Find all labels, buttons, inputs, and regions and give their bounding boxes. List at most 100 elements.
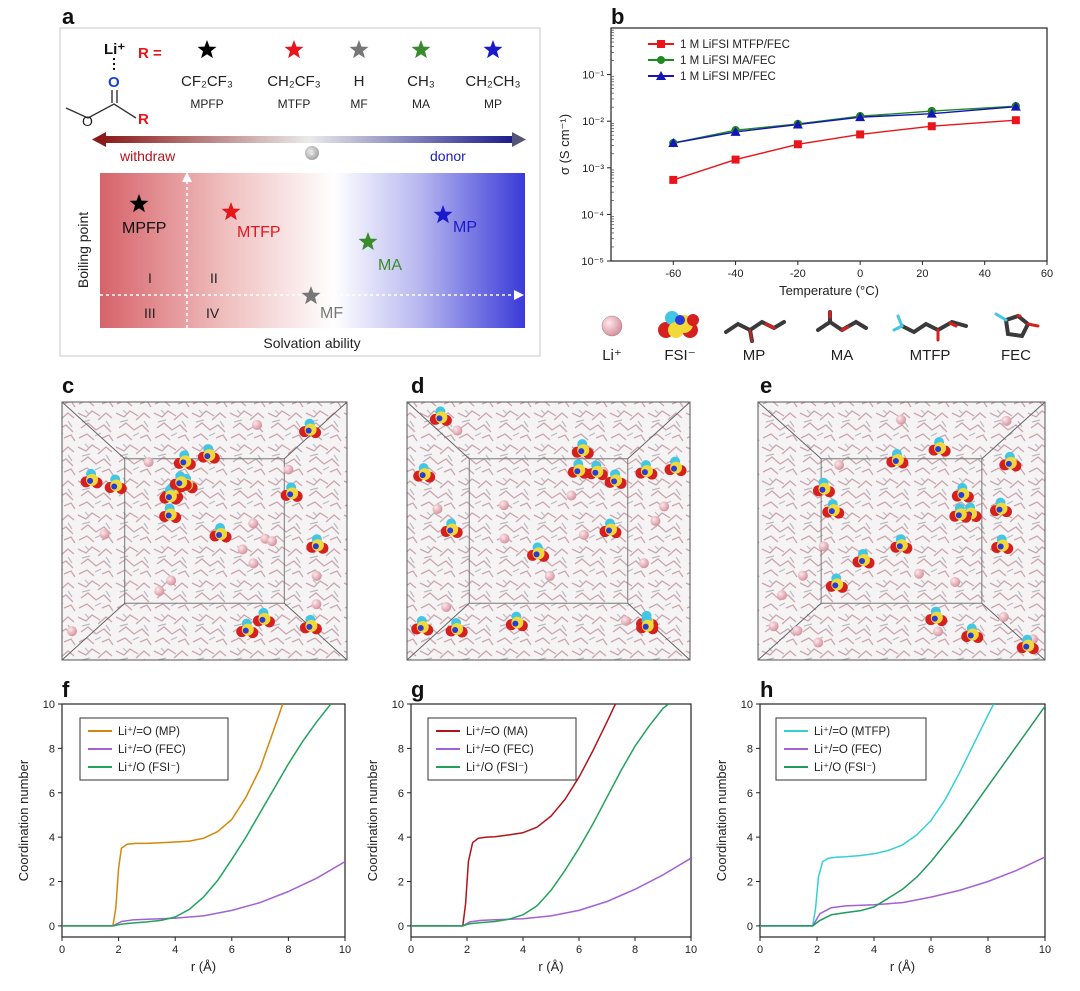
quadrant-iii: III (144, 305, 156, 321)
md-snapshot-d (406, 401, 691, 661)
series-line-li-o-mp (62, 704, 284, 927)
panel-label-g: g (411, 677, 424, 702)
r-group-label: R (138, 111, 149, 128)
fsi-cluster (169, 471, 192, 491)
x-tick-label: 2 (464, 944, 470, 956)
x-tick-label: 0 (757, 944, 763, 956)
fsi-cluster (886, 449, 909, 469)
solvent-point-mf: MF (301, 286, 343, 322)
molecule-label-mtfp: MTFP (910, 347, 951, 364)
star-icon (358, 232, 378, 251)
x-tick-label: 4 (520, 944, 526, 956)
x-tick-label: 2 (814, 944, 820, 956)
series-line-li-o-mtfp (760, 704, 995, 927)
fsi-cluster (209, 523, 232, 543)
li-ion (998, 612, 1009, 623)
legend-entry: Li⁺/=O (FEC) (118, 744, 186, 756)
ester-molecule: Li⁺ O O R (65, 41, 149, 129)
li-ion (544, 570, 555, 581)
solvent-label: MA (378, 257, 402, 274)
li-ion (499, 533, 510, 544)
x-tick-label: 4 (871, 944, 877, 956)
panel-label-h: h (760, 677, 773, 702)
fsi-cluster (961, 623, 984, 644)
star-icon (301, 286, 321, 305)
li-ion (248, 518, 259, 529)
star-icon (129, 194, 149, 213)
fsi-cluster (585, 460, 608, 481)
star-icon (221, 202, 241, 221)
x-tick-label: 2 (116, 944, 122, 956)
md-snapshot-e (757, 401, 1046, 661)
legend-entry: 1 M LiFSI MTFP/FEC (680, 39, 790, 51)
fec-molecule-icon (994, 312, 1040, 339)
series-line-1-m-lifsi-mtfp-fec (673, 119, 1016, 181)
y-axis-label: Coordination number (714, 759, 729, 881)
x-tick-label: 6 (576, 944, 582, 956)
quadrant-ii: II (210, 270, 218, 286)
legend-entry: Li⁺/=O (FEC) (814, 744, 882, 756)
series-line-li-o-ma (411, 704, 617, 927)
quadrant-iv: IV (206, 305, 220, 321)
panel-label-c: c (62, 373, 74, 398)
data-point (927, 122, 936, 131)
molecule-label-li: Li⁺ (602, 347, 622, 364)
star-icon (284, 40, 304, 59)
fsi-cluster (949, 503, 972, 523)
molecule-label-ma: MA (831, 347, 854, 364)
fsi-cluster (104, 474, 127, 494)
y-axis-label: Coordination number (16, 759, 31, 881)
fsi-cluster (280, 482, 303, 502)
r-equals: R = (138, 45, 162, 62)
substituent-name: MP (484, 97, 502, 111)
y-tick-label: 10 (741, 699, 753, 711)
fsi-cluster (825, 573, 848, 593)
li-ion (1001, 415, 1012, 426)
substituent-mtfp: CH₂CF₃ MTFP (267, 40, 321, 111)
y-tick-label: 10⁻³ (582, 163, 604, 175)
plot-frame (410, 703, 692, 938)
li-ion (566, 490, 577, 501)
y-tick-label: 0 (398, 921, 404, 933)
x-tick-label: 20 (916, 268, 928, 280)
fsi-cluster (604, 469, 627, 489)
y-tick-label: 2 (49, 877, 55, 889)
substituent-name: MPFP (190, 97, 223, 111)
li-ion (797, 570, 808, 581)
y-axis-label: Coordination number (365, 759, 380, 881)
legend-entry: 1 M LiFSI MP/FEC (680, 71, 776, 83)
star-icon (483, 40, 503, 59)
x-tick-label: -20 (790, 268, 806, 280)
md-snapshot-c (61, 401, 348, 661)
star-icon (197, 40, 217, 59)
li-ion (283, 464, 294, 475)
series-line-1-m-lifsi-ma-fec (673, 105, 1016, 144)
minus-charge-icon (305, 146, 319, 160)
solvent-label: MF (320, 305, 343, 322)
solvent-points: MPFP MTFP MA MP MF (122, 194, 477, 322)
solvent-label: MTFP (237, 224, 281, 241)
li-ion (452, 425, 463, 436)
star-icon (349, 40, 369, 59)
x-tick-label: 0 (408, 944, 414, 956)
series-line-li-o-fsi (62, 704, 332, 927)
y-tick-label: 6 (49, 788, 55, 800)
boiling-solvation-map: I II III IV MPFP MTFP MA MP MF (100, 172, 525, 328)
y-tick-label: 4 (747, 832, 753, 844)
data-point (793, 140, 802, 149)
legend-entry: Li⁺/O (FSI⁻) (118, 762, 180, 774)
fsi-cluster (299, 418, 322, 439)
y-tick-label: 10 (43, 699, 55, 711)
fsi-cluster (635, 460, 658, 480)
plot-frame (759, 703, 1046, 938)
li-ion (311, 570, 322, 581)
data-point (669, 175, 678, 184)
fsi-cluster (505, 611, 528, 632)
li-ion (813, 637, 824, 648)
li-ion (933, 626, 944, 637)
solvent-point-ma: MA (358, 232, 402, 274)
y-tick-label: 4 (49, 832, 55, 844)
x-tick-label: 40 (979, 268, 991, 280)
substituent-formula: CH₃ (407, 73, 435, 90)
panel-label-f: f (62, 677, 70, 702)
